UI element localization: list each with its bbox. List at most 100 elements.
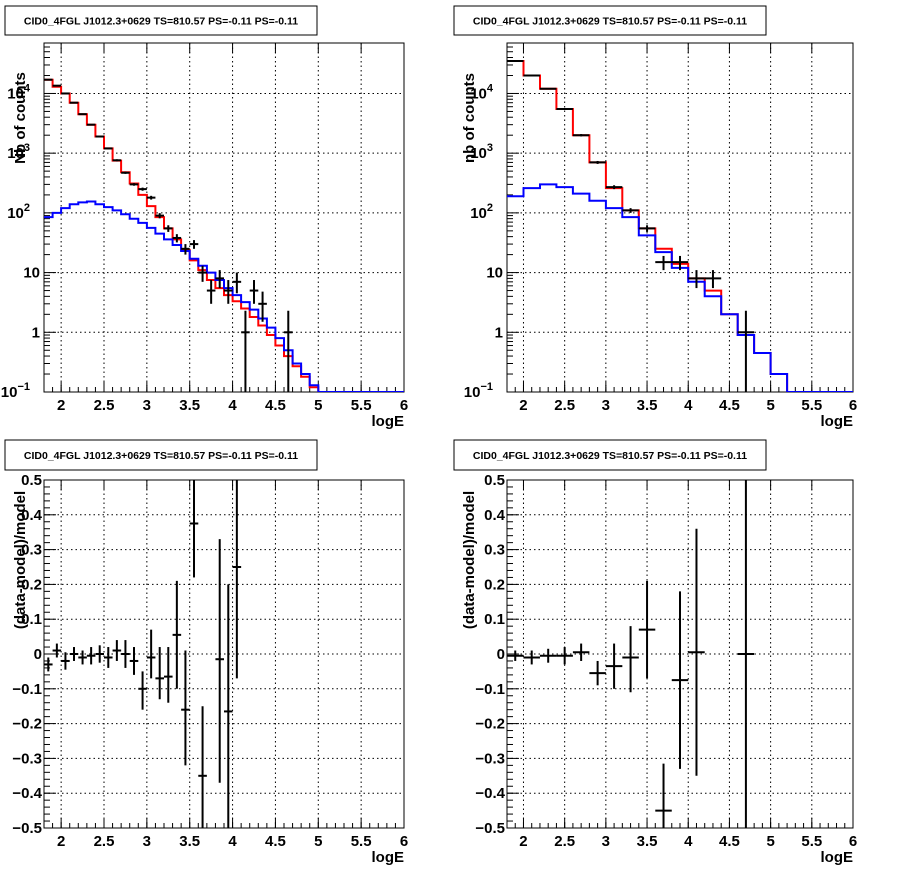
- data-point: [655, 763, 672, 828]
- y-tick-label: 102: [7, 202, 30, 222]
- data-point: [112, 640, 122, 661]
- data-point: [284, 310, 293, 392]
- chart-title: CID0_4FGL J1012.3+0629 TS=810.57 PS=-0.1…: [24, 16, 298, 28]
- y-tick-label: 10−1: [464, 381, 493, 401]
- y-tick-label: 103: [7, 142, 30, 162]
- data-point: [181, 650, 190, 766]
- data-point: [258, 291, 267, 322]
- data-point: [737, 310, 755, 392]
- y-tick-label: −0.2: [12, 716, 42, 733]
- data-point: [104, 147, 113, 150]
- x-tick-label: 2.5: [554, 833, 575, 850]
- x-axis-title: logE: [821, 849, 854, 866]
- x-tick-label: 3.5: [637, 833, 658, 850]
- y-tick-label: 0.3: [21, 542, 42, 559]
- x-tick-label: 2: [57, 833, 65, 850]
- data-point: [138, 671, 147, 710]
- data-point: [52, 643, 62, 658]
- data-point: [155, 647, 164, 700]
- y-tick-label: 0.5: [484, 472, 505, 489]
- plot-frame: [43, 42, 405, 393]
- data-point: [688, 528, 705, 776]
- plot-frame: [43, 479, 405, 829]
- chart-title: CID0_4FGL J1012.3+0629 TS=810.57 PS=-0.1…: [473, 450, 747, 462]
- total-model-histogram: [507, 60, 853, 392]
- data-point: [556, 647, 573, 665]
- data-point: [671, 591, 689, 769]
- y-tick-label: −0.4: [12, 785, 42, 802]
- data-point: [688, 270, 705, 289]
- y-tick-label: −0.4: [475, 785, 505, 802]
- data-point: [121, 171, 130, 174]
- y-tick-label: 0.4: [21, 507, 43, 524]
- data-point: [241, 310, 250, 392]
- x-tick-label: 6: [849, 833, 857, 850]
- y-tick-label: 0.4: [484, 507, 506, 524]
- chart-panel-3: CID0_4FGL J1012.3+0629 TS=810.57 PS=-0.1…: [4, 439, 408, 866]
- y-tick-label: 0.2: [21, 576, 42, 593]
- plot-area: [44, 480, 242, 828]
- y-tick-label: 102: [470, 202, 493, 222]
- data-point: [507, 59, 524, 62]
- y-tick-label: 0.3: [484, 542, 505, 559]
- data-point: [189, 240, 199, 249]
- x-tick-label: 3: [143, 833, 151, 850]
- plot-frame: [506, 42, 854, 393]
- chart-panel-4: CID0_4FGL J1012.3+0629 TS=810.57 PS=-0.1…: [453, 439, 857, 866]
- data-point: [61, 92, 70, 95]
- y-tick-label: −0.3: [12, 750, 42, 767]
- title-box: [4, 5, 318, 36]
- plot-area: [507, 480, 755, 828]
- y-tick-label: −0.1: [475, 681, 505, 698]
- data-point: [112, 159, 122, 162]
- x-tick-label: 4: [684, 833, 693, 850]
- data-point: [589, 160, 606, 164]
- y-axis-title: (data-model)/model: [12, 491, 29, 629]
- data-point: [52, 84, 62, 87]
- data-point: [189, 480, 199, 578]
- data-point: [572, 643, 590, 661]
- data-point: [638, 225, 656, 232]
- data-point: [198, 265, 207, 282]
- y-tick-label: 0.1: [21, 611, 42, 628]
- source-model-histogram: [507, 183, 853, 392]
- x-tick-label: 3.5: [179, 397, 200, 414]
- x-axis-title: logE: [372, 413, 405, 430]
- data-point: [655, 255, 672, 271]
- data-point: [638, 580, 656, 679]
- data-point: [232, 480, 242, 679]
- y-tick-label: 0.5: [21, 472, 42, 489]
- y-tick-label: −0.5: [475, 820, 505, 837]
- y-tick-label: −0.2: [475, 716, 505, 733]
- x-axis-title: logE: [372, 849, 405, 866]
- data-point: [181, 244, 190, 255]
- plot-frame: [506, 479, 854, 829]
- data-point: [671, 255, 689, 271]
- data-point: [138, 187, 147, 191]
- data-point: [95, 645, 104, 663]
- y-tick-label: 0.2: [484, 576, 505, 593]
- data-point: [129, 183, 139, 186]
- source-model-histogram: [44, 200, 404, 392]
- y-tick-label: −0.1: [12, 681, 42, 698]
- x-tick-label: 4: [684, 397, 693, 414]
- y-tick-label: 104: [470, 82, 494, 102]
- data-point: [86, 123, 96, 126]
- data-point: [737, 480, 755, 828]
- x-tick-label: 6: [400, 833, 408, 850]
- x-tick-label: 3.5: [637, 397, 658, 414]
- data-point: [146, 195, 156, 200]
- y-tick-label: 1: [32, 324, 40, 341]
- y-tick-label: 104: [7, 82, 31, 102]
- data-point: [539, 87, 557, 90]
- x-tick-label: 3: [602, 833, 610, 850]
- data-point: [44, 78, 53, 81]
- chart-panel-1: CID0_4FGL J1012.3+0629 TS=810.57 PS=-0.1…: [1, 5, 408, 430]
- x-tick-label: 2: [57, 397, 65, 414]
- data-point: [622, 208, 639, 213]
- data-point: [539, 648, 557, 663]
- x-tick-label: 4.5: [719, 833, 740, 850]
- y-tick-label: 0.1: [484, 611, 505, 628]
- y-axis-title: nb of counts: [461, 73, 478, 163]
- data-point: [206, 280, 216, 304]
